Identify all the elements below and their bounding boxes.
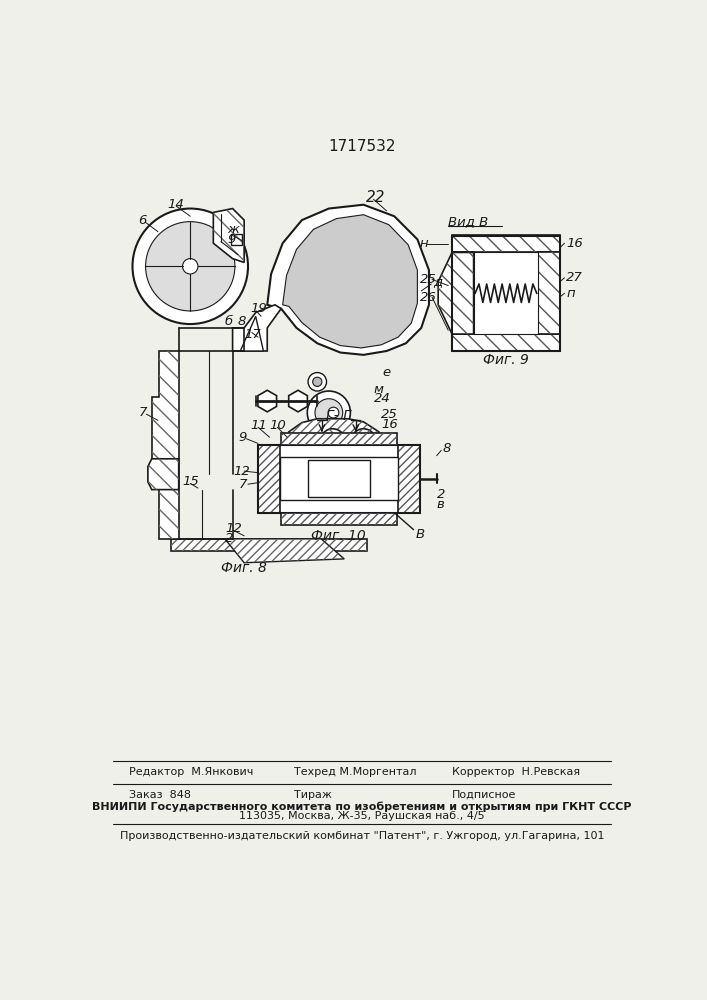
Text: п: п bbox=[566, 287, 575, 300]
Bar bbox=[258, 445, 420, 513]
Circle shape bbox=[312, 377, 322, 386]
Bar bbox=[452, 252, 474, 334]
Text: д: д bbox=[433, 275, 442, 288]
Text: е: е bbox=[382, 366, 391, 379]
Bar bbox=[279, 457, 398, 500]
Text: Фиг. 10: Фиг. 10 bbox=[312, 529, 366, 543]
Text: Подписное: Подписное bbox=[452, 790, 516, 800]
Text: 7: 7 bbox=[139, 406, 147, 419]
Bar bbox=[452, 334, 560, 351]
Circle shape bbox=[328, 407, 339, 418]
Bar bbox=[281, 433, 397, 445]
Bar bbox=[281, 433, 397, 445]
Text: Редактор  М.Янкович: Редактор М.Янкович bbox=[129, 767, 253, 777]
Text: 27: 27 bbox=[566, 271, 583, 284]
Text: 15: 15 bbox=[182, 475, 199, 488]
Text: 12: 12 bbox=[233, 465, 250, 478]
Polygon shape bbox=[438, 252, 474, 334]
Text: Г- Г: Г- Г bbox=[327, 409, 351, 423]
Circle shape bbox=[327, 435, 339, 447]
Text: ж: ж bbox=[227, 223, 239, 236]
Circle shape bbox=[325, 472, 337, 484]
Bar bbox=[474, 252, 538, 334]
Text: 14: 14 bbox=[167, 198, 184, 211]
Circle shape bbox=[308, 391, 351, 434]
Bar bbox=[308, 460, 370, 497]
Text: B: B bbox=[416, 528, 425, 541]
Text: 10: 10 bbox=[269, 419, 286, 432]
Circle shape bbox=[308, 373, 327, 391]
Text: 12: 12 bbox=[225, 522, 242, 535]
Polygon shape bbox=[152, 351, 179, 539]
Polygon shape bbox=[148, 459, 179, 490]
Bar bbox=[281, 513, 397, 525]
Polygon shape bbox=[288, 390, 308, 412]
Text: 16: 16 bbox=[381, 418, 398, 431]
Text: Фиг. 8: Фиг. 8 bbox=[221, 561, 267, 575]
Text: 1717532: 1717532 bbox=[328, 139, 396, 154]
Bar bbox=[452, 235, 560, 252]
Circle shape bbox=[132, 209, 248, 324]
Text: 2: 2 bbox=[437, 488, 445, 501]
Text: в: в bbox=[437, 498, 445, 511]
Text: 25: 25 bbox=[420, 273, 436, 286]
Polygon shape bbox=[225, 539, 344, 563]
Text: м: м bbox=[373, 383, 383, 396]
Circle shape bbox=[146, 222, 235, 311]
Circle shape bbox=[351, 429, 376, 453]
Text: 7: 7 bbox=[239, 478, 247, 491]
Text: Вид В: Вид В bbox=[448, 215, 489, 228]
Bar bbox=[398, 445, 420, 513]
Bar bbox=[452, 334, 560, 351]
Text: Фиг. 9: Фиг. 9 bbox=[483, 353, 529, 367]
Text: 113035, Москва, Ж-35, Раушская наб., 4/5: 113035, Москва, Ж-35, Раушская наб., 4/5 bbox=[239, 811, 485, 821]
Text: 2: 2 bbox=[225, 532, 233, 545]
Polygon shape bbox=[283, 215, 417, 348]
Text: 8: 8 bbox=[443, 442, 451, 455]
Bar bbox=[538, 252, 560, 334]
Text: 11: 11 bbox=[250, 419, 267, 432]
Bar bbox=[258, 445, 279, 513]
Bar bbox=[398, 445, 420, 513]
Text: Производственно-издательский комбинат "Патент", г. Ужгород, ул.Гагарина, 101: Производственно-издательский комбинат "П… bbox=[119, 831, 604, 841]
Circle shape bbox=[182, 259, 198, 274]
Polygon shape bbox=[286, 419, 379, 463]
Bar bbox=[171, 539, 368, 551]
Bar bbox=[452, 235, 560, 252]
Polygon shape bbox=[267, 205, 429, 355]
Polygon shape bbox=[240, 316, 264, 351]
Bar bbox=[231, 234, 242, 245]
Circle shape bbox=[315, 399, 343, 426]
Text: 9: 9 bbox=[239, 431, 247, 444]
Circle shape bbox=[320, 429, 345, 453]
Polygon shape bbox=[310, 463, 352, 497]
Text: 17: 17 bbox=[244, 328, 261, 341]
Circle shape bbox=[357, 435, 370, 447]
Text: 19: 19 bbox=[250, 302, 267, 315]
Text: н: н bbox=[420, 237, 428, 250]
Text: 26: 26 bbox=[420, 291, 436, 304]
Polygon shape bbox=[258, 390, 276, 412]
Text: 9: 9 bbox=[227, 233, 235, 246]
Bar bbox=[538, 252, 560, 334]
Text: Заказ  848: Заказ 848 bbox=[129, 790, 191, 800]
Text: 6: 6 bbox=[139, 214, 147, 227]
Text: 22: 22 bbox=[366, 190, 385, 205]
Text: 24: 24 bbox=[373, 392, 390, 405]
Bar bbox=[452, 252, 474, 334]
Text: ВНИИПИ Государственного комитета по изобретениям и открытиям при ГКНТ СССР: ВНИИПИ Государственного комитета по изоб… bbox=[92, 801, 631, 812]
Text: Тираж: Тираж bbox=[294, 790, 332, 800]
Text: б: б bbox=[225, 315, 233, 328]
Text: Корректор  Н.Ревская: Корректор Н.Ревская bbox=[452, 767, 580, 777]
Text: 8: 8 bbox=[238, 315, 246, 328]
Bar bbox=[231, 234, 242, 245]
Text: 16: 16 bbox=[566, 237, 583, 250]
Bar bbox=[281, 513, 397, 525]
Polygon shape bbox=[233, 305, 281, 351]
Text: Техред М.Моргентал: Техред М.Моргентал bbox=[294, 767, 416, 777]
Bar bbox=[171, 539, 368, 551]
Bar bbox=[258, 445, 279, 513]
Text: 25: 25 bbox=[381, 408, 398, 421]
Polygon shape bbox=[214, 209, 244, 262]
